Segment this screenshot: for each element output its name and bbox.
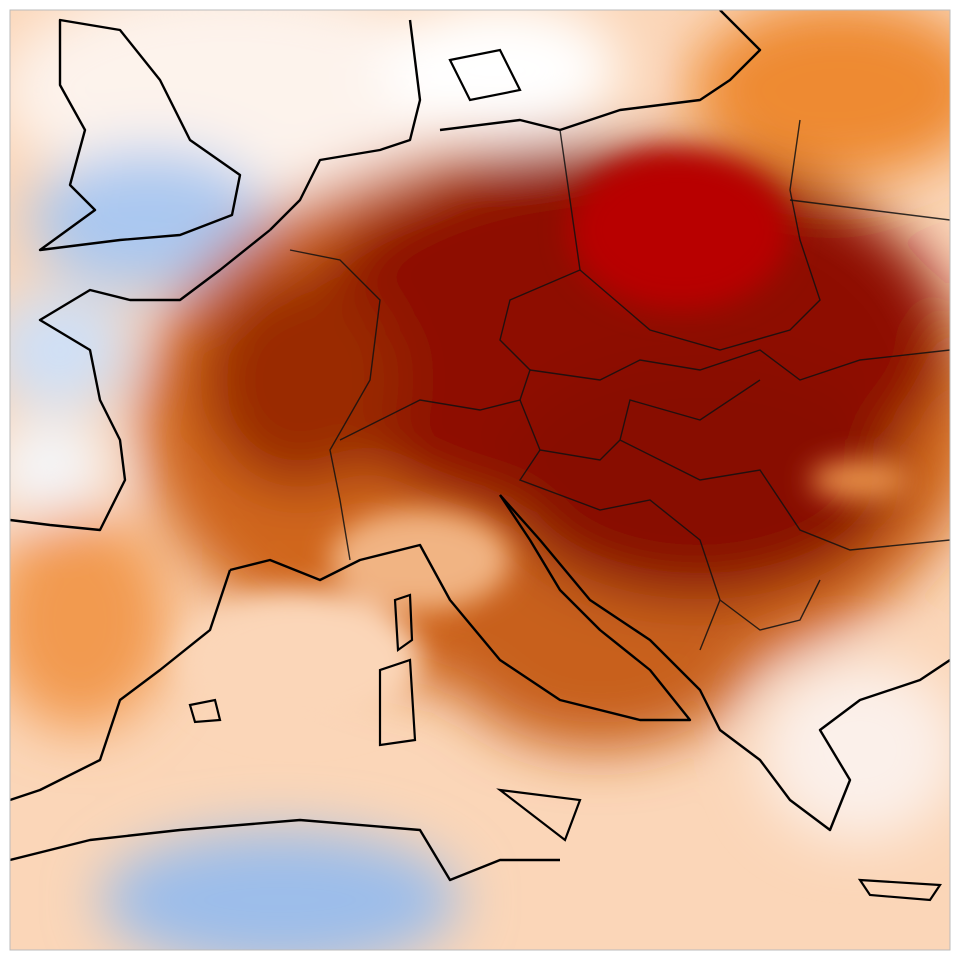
neutral-area: [380, 10, 620, 140]
border: [529, 349, 950, 381]
neutral-area: [760, 660, 950, 840]
warm-area: [10, 510, 170, 730]
frame: [9, 9, 951, 951]
mild-area: [330, 510, 510, 610]
island: [188, 698, 582, 842]
island: [448, 48, 942, 902]
border: [289, 249, 381, 561]
mild-area: [810, 460, 910, 500]
border: [518, 199, 950, 651]
island: [378, 593, 417, 747]
border: [579, 119, 821, 351]
coastlines: [10, 10, 950, 902]
neutral-area: [10, 420, 110, 520]
cool-area: [100, 830, 460, 950]
anomaly-core: [180, 150, 910, 730]
coastline: [10, 569, 232, 802]
coastline: [10, 229, 271, 532]
cool-area: [30, 150, 270, 290]
borders: [289, 119, 950, 651]
coastline: [499, 494, 950, 832]
coastline: [38, 18, 242, 252]
core-area: [570, 150, 790, 310]
mild-area: [180, 590, 420, 730]
warm-area: [690, 10, 950, 180]
coastline: [229, 494, 692, 722]
coastline: [10, 818, 560, 882]
coastline: [269, 10, 762, 231]
